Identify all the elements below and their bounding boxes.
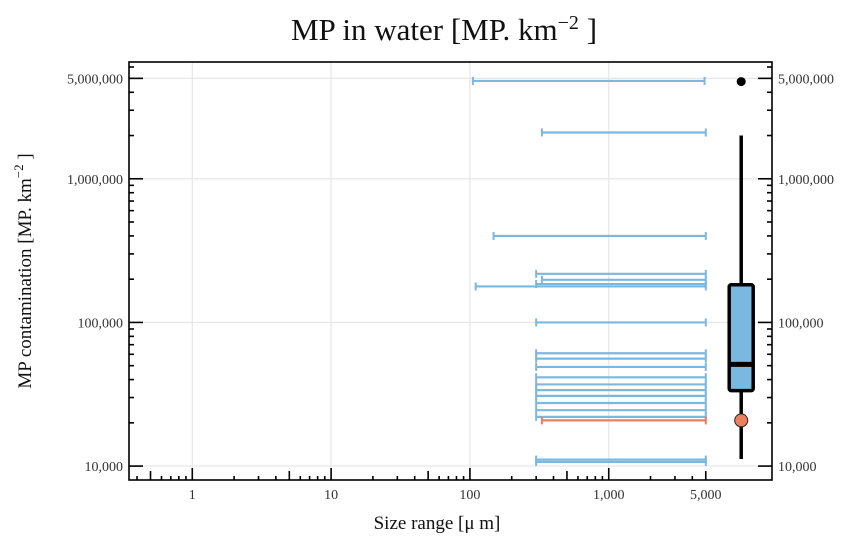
y-axis-label-main: MP contamination [MP. km xyxy=(15,178,36,389)
boxplot xyxy=(727,77,755,460)
chart-title: MP in water [MP. km−2 ] xyxy=(291,12,597,47)
y-axis-label: MP contamination [MP. km−2 ] xyxy=(11,153,36,388)
x-axis-label: Size range [μ m] xyxy=(374,513,501,534)
interval-series xyxy=(471,76,707,466)
chart-title-main: MP in water [MP. km xyxy=(291,12,558,47)
y-axis-label-suffix: ] xyxy=(15,153,36,164)
plot-border xyxy=(128,61,773,481)
plot-frame xyxy=(128,61,773,481)
x-tick-label: 1 xyxy=(189,488,196,503)
boxplot-outlier xyxy=(736,77,746,87)
y-tick-label-left: 100,000 xyxy=(78,316,124,331)
y-tick-label-left: 10,000 xyxy=(85,460,124,475)
y-tick-label-right: 100,000 xyxy=(778,316,824,331)
boxplot-box xyxy=(727,282,755,393)
chart-title-suffix: ] xyxy=(579,12,597,47)
chart-title-exponent: −2 xyxy=(558,12,579,34)
x-tick-label: 100 xyxy=(459,488,480,503)
x-tick-label: 10 xyxy=(324,488,338,503)
y-tick-label-right: 1,000,000 xyxy=(778,173,834,188)
y-tick-label-left: 1,000,000 xyxy=(67,173,123,188)
boxplot-highlight-point xyxy=(734,413,749,428)
x-axis-ticks: 1 10 100 1,000 5,000 xyxy=(136,468,722,503)
x-tick-label: 5,000 xyxy=(690,488,722,503)
y-tick-label-right: 10,000 xyxy=(778,460,817,475)
y-tick-label-left: 5,000,000 xyxy=(67,72,123,87)
y-tick-label-right: 5,000,000 xyxy=(778,72,834,87)
y-axis-ticks: 10,000 10,000 100,000 100,000 1,000,000 1,000… xyxy=(67,66,834,475)
y-axis-label-exponent: −2 xyxy=(11,164,26,178)
x-tick-label: 1,000 xyxy=(593,488,625,503)
